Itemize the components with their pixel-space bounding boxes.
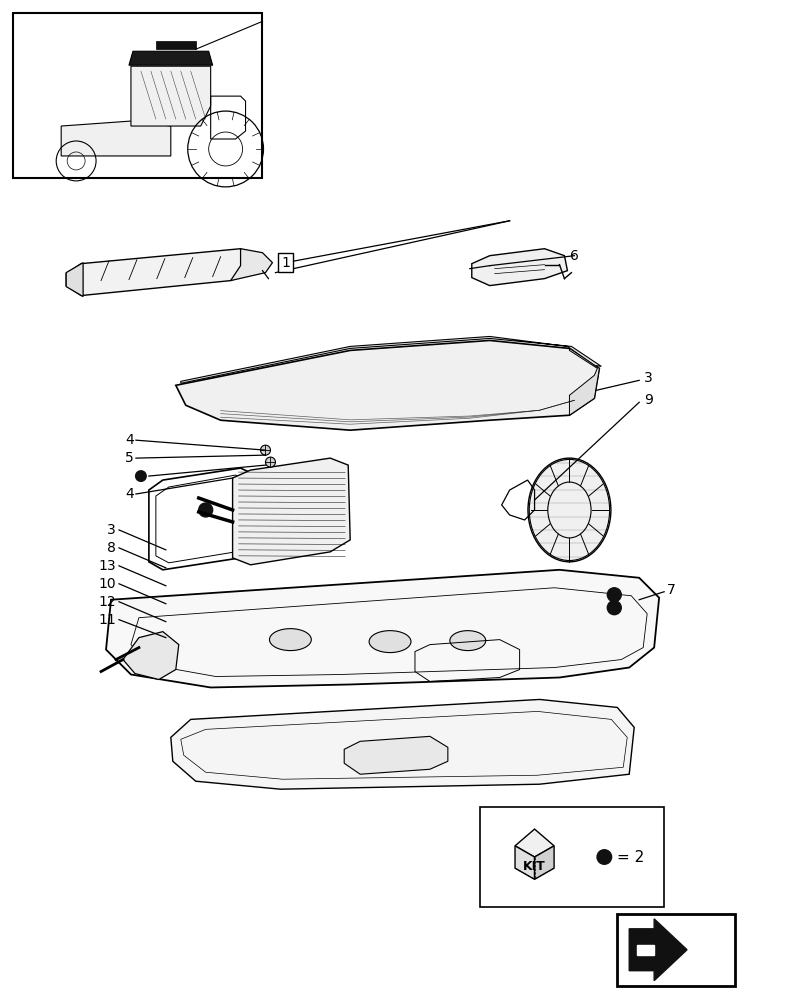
Polygon shape: [344, 736, 448, 774]
Polygon shape: [131, 66, 210, 126]
Ellipse shape: [527, 458, 610, 562]
Polygon shape: [534, 846, 553, 879]
Polygon shape: [156, 41, 195, 49]
Polygon shape: [170, 699, 633, 789]
Bar: [479, 807, 663, 907]
Polygon shape: [61, 121, 170, 156]
Text: 8: 8: [107, 541, 116, 555]
Circle shape: [595, 849, 611, 865]
Polygon shape: [637, 945, 654, 955]
Polygon shape: [629, 919, 686, 981]
Circle shape: [135, 470, 147, 482]
Polygon shape: [514, 846, 534, 879]
Polygon shape: [106, 570, 659, 687]
Polygon shape: [66, 263, 83, 297]
Bar: [616, 914, 734, 986]
Polygon shape: [66, 249, 255, 296]
Text: 3: 3: [643, 371, 652, 385]
Text: 3: 3: [107, 523, 116, 537]
Text: 12: 12: [98, 595, 116, 609]
Text: 10: 10: [98, 577, 116, 591]
Circle shape: [265, 457, 275, 467]
Polygon shape: [175, 340, 599, 430]
Ellipse shape: [269, 629, 311, 651]
Text: KIT: KIT: [522, 860, 545, 873]
Ellipse shape: [449, 631, 485, 651]
Text: 1: 1: [281, 256, 290, 270]
Polygon shape: [230, 249, 272, 281]
Text: 7: 7: [667, 583, 675, 597]
Circle shape: [607, 588, 620, 602]
Polygon shape: [181, 336, 601, 383]
Text: = 2: = 2: [616, 850, 644, 865]
Text: 4: 4: [125, 433, 134, 447]
Polygon shape: [514, 829, 553, 857]
Text: 6: 6: [569, 249, 578, 263]
Polygon shape: [471, 249, 567, 286]
Bar: [13, 13, 262, 178]
Text: 11: 11: [98, 613, 116, 627]
Text: 4: 4: [125, 487, 134, 501]
Text: 13: 13: [98, 559, 116, 573]
Polygon shape: [122, 632, 178, 680]
Circle shape: [260, 445, 270, 455]
Circle shape: [607, 601, 620, 615]
Polygon shape: [129, 51, 212, 65]
Text: 5: 5: [125, 451, 134, 465]
Text: 9: 9: [643, 393, 652, 407]
Polygon shape: [232, 458, 350, 565]
Ellipse shape: [369, 631, 410, 653]
Polygon shape: [569, 348, 599, 415]
Circle shape: [199, 503, 212, 517]
